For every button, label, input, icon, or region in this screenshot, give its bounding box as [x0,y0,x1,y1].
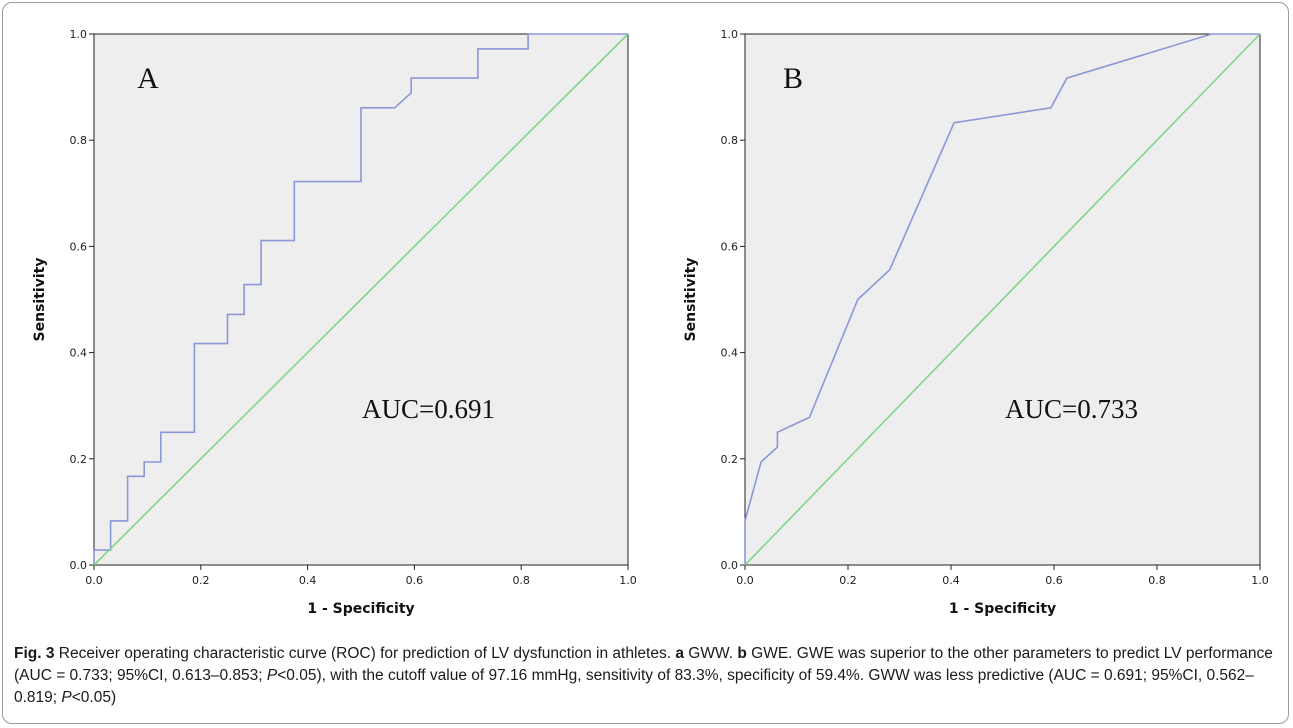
roc-curve-line [93,33,628,565]
roc-chart-b: 0.0 0.2 0.4 0.6 0.8 1.0 0.0 0.2 0.4 0.6 0.8 1.0 1 - … [683,28,1269,617]
x-axis-label: 1 - Specificity [949,601,1056,617]
x-tick-label: 1.0 [1251,574,1269,587]
y-tick-label: 0.2 [70,453,88,466]
x-tick-label: 0.8 [512,574,530,587]
caption-text-1: Receiver operating characteristic curve … [54,645,676,662]
roc-curve-line [744,33,1260,565]
y-tick-label: 0.8 [70,134,88,147]
auc-annotation: AUC=0.691 [362,394,495,424]
auc-annotation: AUC=0.733 [1005,394,1138,424]
caption-p-label-1: P [266,667,278,684]
x-tick-label: 0.0 [736,574,754,587]
y-tick-label: 0.4 [70,347,88,360]
figure-charts: 0.0 0.2 0.4 0.6 0.8 1.0 0.0 0.2 0.4 0.6 0.8 1.0 1 - … [32,28,1269,617]
x-tick-label: 0.6 [1045,574,1063,587]
figure-caption: Fig. 3 Receiver operating characteristic… [14,643,1276,709]
x-tick-label: 0.2 [192,574,210,587]
panel-label: A [137,62,159,95]
caption-p-label-2: P [61,689,72,706]
y-tick-label: 0.6 [721,240,739,253]
caption-panel-b-label: b [737,645,747,662]
roc-chart-a: 0.0 0.2 0.4 0.6 0.8 1.0 0.0 0.2 0.4 0.6 0.8 1.0 1 - … [32,28,637,617]
y-tick-label: 0.6 [70,240,88,253]
reference-diagonal-line [93,33,629,566]
x-tick-label: 1.0 [619,574,637,587]
panel-label: B [783,62,803,95]
caption-text-4: <0.05), with the cutoff value of 97.16 m… [14,667,1254,706]
y-tick-label: 0.8 [721,134,739,147]
caption-fig-label: Fig. 3 [14,645,55,662]
caption-text-5: <0.05) [71,689,117,706]
x-axis-label: 1 - Specificity [307,601,414,617]
reference-diagonal-line [744,33,1261,566]
x-tick-label: 0.6 [406,574,424,587]
x-tick-label: 0.0 [85,574,103,587]
y-axis-label: Sensitivity [683,258,699,342]
y-tick-label: 0.0 [721,559,739,572]
x-tick-label: 0.4 [299,574,317,587]
x-tick-label: 0.4 [942,574,960,587]
x-tick-label: 0.2 [839,574,857,587]
y-tick-label: 0.2 [721,453,739,466]
caption-text-3: GWE. GWE was superior to the other param… [14,645,1273,684]
y-tick-label: 1.0 [721,28,739,41]
y-tick-label: 0.0 [70,559,88,572]
y-tick-label: 1.0 [70,28,88,41]
x-tick-label: 0.8 [1148,574,1166,587]
y-axis-label: Sensitivity [32,258,48,342]
caption-panel-a-label: a [675,645,684,662]
y-tick-label: 0.4 [721,347,739,360]
caption-text-2: GWW. [683,645,738,662]
